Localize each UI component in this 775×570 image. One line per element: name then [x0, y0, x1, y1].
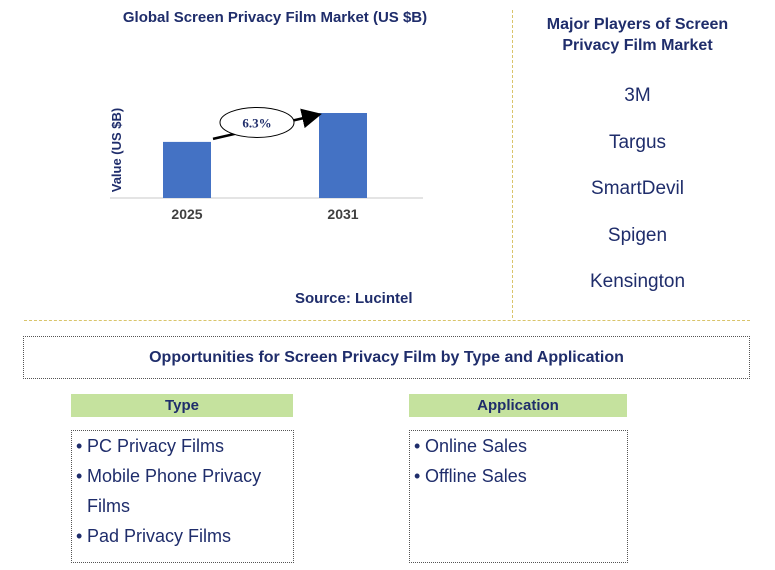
application-list: Online Sales Offline Sales [410, 431, 627, 491]
x-tick-label: 2025 [171, 206, 202, 222]
cagr-label: 6.3% [242, 115, 271, 130]
player-item: Kensington [589, 271, 686, 292]
bar-chart: Value (US $B) 2025 2031 6.3% [109, 106, 423, 222]
bar-2031 [319, 113, 367, 198]
type-item: Mobile Phone Privacy Films [72, 461, 293, 521]
type-item: Pad Privacy Films [72, 521, 293, 551]
type-header: Type [71, 394, 293, 417]
application-box: Online Sales Offline Sales [409, 430, 628, 563]
chart-title: Global Screen Privacy Film Market (US $B… [122, 9, 428, 26]
horizontal-divider [24, 320, 750, 321]
y-axis-label: Value (US $B) [109, 108, 124, 193]
player-item: 3M [624, 85, 651, 106]
type-box: PC Privacy Films Mobile Phone Privacy Fi… [71, 430, 294, 563]
opportunities-title: Opportunities for Screen Privacy Film by… [23, 336, 750, 379]
player-item: SmartDevil [591, 178, 684, 199]
player-item: Targus [608, 131, 667, 153]
players-title: Major Players of Screen Privacy Film Mar… [546, 16, 729, 54]
application-item: Online Sales [410, 431, 627, 461]
player-item: Spigen [607, 224, 668, 246]
opportunities-title-text: Opportunities for Screen Privacy Film by… [149, 348, 624, 366]
vertical-divider [512, 10, 513, 318]
type-item: PC Privacy Films [72, 431, 293, 461]
application-item: Offline Sales [410, 461, 627, 491]
source-label: Source: Lucintel [295, 290, 413, 307]
application-header: Application [409, 394, 627, 417]
cagr-ellipse [219, 106, 295, 138]
type-list: PC Privacy Films Mobile Phone Privacy Fi… [72, 431, 293, 551]
x-tick-label: 2031 [327, 206, 358, 222]
bar-2025 [163, 141, 211, 198]
players-list: 3M Targus SmartDevil Spigen Kensington [530, 84, 745, 317]
